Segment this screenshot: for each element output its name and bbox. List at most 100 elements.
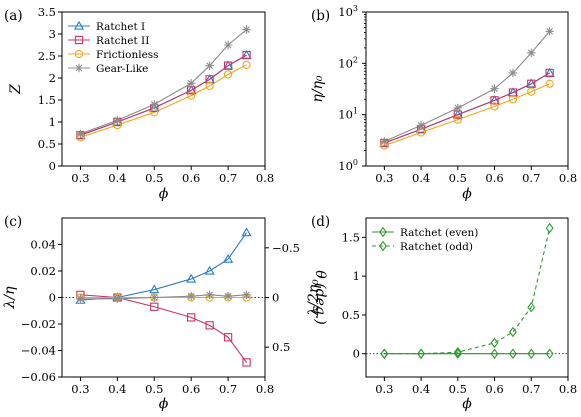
data-point-gear-like — [205, 290, 214, 300]
data-point-ratchet-ii — [150, 302, 159, 311]
data-point-gear-like — [242, 290, 251, 300]
y-tick-label: 0.5 — [38, 137, 56, 151]
x-tick-label: 0.4 — [412, 171, 430, 185]
data-point-frictionless — [223, 70, 233, 79]
data-point-ratchet-ii — [205, 75, 214, 84]
data-point-ratchet-even- — [490, 348, 499, 359]
data-point-ratchet-i — [149, 284, 160, 294]
x-tick-label: 0.8 — [256, 382, 274, 396]
y-axis-title: Z — [8, 84, 24, 95]
data-point-ratchet-ii — [545, 68, 554, 78]
panel-label: (c) — [4, 214, 22, 230]
data-point-gear-like — [113, 294, 122, 304]
x-tick-label: 0.5 — [145, 171, 163, 185]
x-tick-label: 0.7 — [219, 382, 237, 396]
x-tick-label: 0.4 — [108, 382, 126, 396]
panel-a: 0.3 0.4 0.5 0.6 0.7 0.8 0 0.5 1 1.5 2 2.5 3 3.5 ϕ Z (a) R… — [4, 5, 274, 202]
data-point-ratchet-i — [75, 294, 86, 304]
y-right-tick-label: −0.5 — [272, 241, 300, 255]
y-tick-label: 0.02 — [30, 264, 56, 278]
data-point-ratchet-even- — [508, 348, 517, 359]
x-axis-title: ϕ — [159, 186, 169, 202]
data-point-ratchet-ii — [242, 50, 251, 60]
data-point-gear-like — [242, 25, 251, 34]
data-point-frictionless — [150, 108, 159, 117]
legend-swatch-marker — [379, 240, 387, 252]
y-tick-label: 1 — [49, 115, 56, 129]
legend-swatch-marker — [74, 49, 84, 59]
data-point-ratchet-ii — [527, 79, 536, 88]
y-tick-label: −0.04 — [21, 344, 56, 358]
panel-label: (a) — [4, 8, 23, 24]
tick-base: 10 — [338, 56, 353, 70]
y-tick-label: −0.06 — [21, 370, 56, 384]
y-tick-label: 0.5 — [342, 308, 360, 322]
y-tick-label: 3 — [49, 27, 56, 41]
data-point-gear-like — [453, 103, 463, 113]
x-axis-title: ϕ — [462, 396, 472, 412]
data-point-ratchet-odd- — [380, 348, 389, 359]
data-point-ratchet-ii — [490, 96, 499, 105]
y-axis-title: η/η₀ — [310, 75, 326, 102]
x-tick-label: 0.8 — [559, 171, 577, 185]
x-tick-label: 0.4 — [412, 382, 430, 396]
series-line-ratchet-ii — [80, 294, 247, 363]
panel-c: 0.3 0.4 0.5 0.6 0.7 0.8 −0.06 −0.04 −0.02 0 0.02 0.… — [2, 214, 328, 412]
data-point-ratchet-i — [241, 227, 252, 237]
data-point-gear-like — [545, 27, 554, 36]
y-tick-label: 3.5 — [38, 5, 56, 19]
x-axis-title: ϕ — [462, 186, 472, 202]
series-line-ratchet-i — [80, 232, 247, 301]
series-line-ratchet-odd- — [384, 227, 551, 355]
x-tick-label: 0.5 — [449, 382, 467, 396]
data-point-gear-like — [205, 61, 214, 70]
x-tick-label: 0.7 — [522, 382, 540, 396]
legend-swatch-marker — [73, 20, 85, 30]
data-point-ratchet-i — [204, 265, 215, 275]
data-point-ratchet-i — [186, 273, 197, 283]
data-point-ratchet-odd- — [527, 301, 536, 313]
data-point-gear-like — [150, 293, 159, 302]
data-point-frictionless — [205, 81, 214, 91]
legend-label: Ratchet (odd) — [400, 241, 473, 253]
data-point-ratchet-ii — [187, 313, 196, 322]
data-point-gear-like — [150, 100, 159, 109]
x-tick-label: 0.5 — [449, 171, 467, 185]
y-right-tick-label: 0 — [272, 291, 279, 305]
plot-frame — [365, 11, 569, 167]
data-point-ratchet-ii — [242, 358, 251, 367]
panel-d: 0.3 0.4 0.5 0.6 0.7 0.8 0 0.5 1 1.5 ϕ λ/2η₀ (d) Ratch… — [306, 214, 577, 412]
data-point-frictionless — [508, 95, 518, 104]
data-point-ratchet-even- — [527, 348, 536, 359]
data-point-ratchet-even- — [545, 348, 554, 359]
x-tick-label: 0.8 — [559, 382, 577, 396]
data-point-gear-like — [490, 84, 499, 93]
series-line-ratchet-ii — [384, 72, 550, 144]
data-point-ratchet-odd- — [453, 346, 462, 358]
tick-base: 10 — [338, 5, 353, 19]
data-point-ratchet-odd- — [490, 337, 499, 349]
y-tick-label: 1.5 — [342, 230, 360, 244]
tick-exponent: 0 — [353, 158, 358, 167]
legend-swatch-marker — [74, 35, 84, 45]
y-tick-label: 101 — [338, 107, 358, 122]
data-point-gear-like — [223, 291, 233, 301]
y-tick-label: 103 — [338, 4, 358, 19]
data-point-ratchet-even- — [453, 348, 462, 359]
series-line-frictionless — [384, 83, 550, 147]
y-tick-label: 100 — [338, 158, 358, 173]
legend-swatch-marker — [379, 226, 387, 238]
tick-base: 10 — [338, 159, 353, 173]
x-tick-label: 0.4 — [108, 171, 126, 185]
x-tick-label: 0.6 — [485, 382, 503, 396]
data-point-gear-like — [223, 40, 233, 50]
y-tick-label: 0 — [49, 291, 56, 305]
y-axis-title: λ/2η₀ — [306, 279, 322, 317]
legend-label: Ratchet I — [96, 21, 145, 33]
data-point-ratchet-odd- — [508, 326, 517, 338]
y-tick-label: 0 — [353, 347, 360, 361]
y-tick-label: 102 — [338, 55, 358, 70]
data-point-gear-like — [380, 137, 389, 146]
legend-label: Ratchet (even) — [400, 227, 478, 239]
